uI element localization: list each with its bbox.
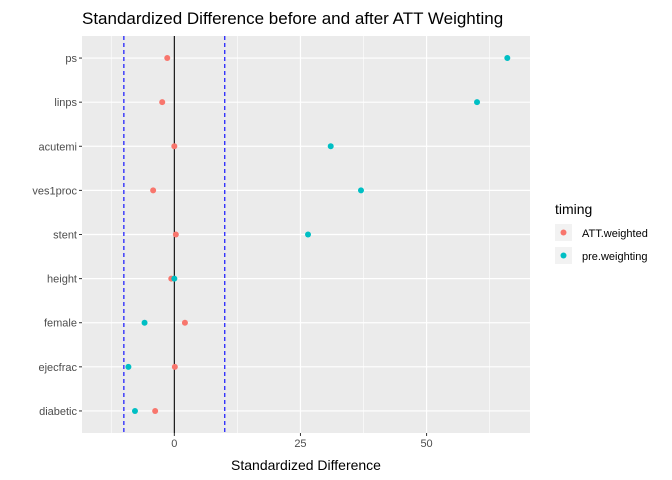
y-tick-label-ejecfrac: ejecfrac bbox=[38, 362, 77, 374]
y-tick-label-female: female bbox=[44, 318, 77, 330]
y-tick-label-diabetic: diabetic bbox=[39, 406, 77, 418]
point-ATT.weighted-diabetic bbox=[152, 407, 159, 414]
point-ATT.weighted-ejecfrac bbox=[171, 363, 178, 370]
y-tick-label-height: height bbox=[47, 274, 77, 286]
point-pre.weighting-height bbox=[171, 275, 178, 282]
y-tick-label-acutemi: acutemi bbox=[38, 141, 77, 153]
y-axis-ticks: ps linps acutemi ves1proc stent height female e… bbox=[32, 53, 82, 418]
point-pre.weighting-linps bbox=[474, 99, 481, 106]
point-pre.weighting-ves1proc bbox=[357, 187, 364, 194]
x-axis-ticks: 0 25 50 bbox=[171, 433, 433, 450]
point-pre.weighting-stent bbox=[305, 231, 312, 238]
legend-label-ATT.weighted: ATT.weighted bbox=[582, 228, 648, 240]
data-points bbox=[125, 55, 511, 414]
point-pre.weighting-acutemi bbox=[327, 143, 334, 150]
y-tick-label-ves1proc: ves1proc bbox=[32, 185, 77, 197]
legend-key-point-ATT.weighted bbox=[560, 229, 567, 236]
y-tick-label-stent: stent bbox=[53, 230, 77, 242]
legend: timing ATT.weighted pre.weighting bbox=[555, 201, 648, 264]
x-axis-title: Standardized Difference bbox=[231, 457, 381, 473]
x-tick-label: 0 bbox=[171, 438, 177, 450]
point-ATT.weighted-acutemi bbox=[171, 143, 178, 150]
point-ATT.weighted-ps bbox=[164, 55, 171, 62]
point-ATT.weighted-stent bbox=[172, 231, 179, 238]
point-pre.weighting-ps bbox=[504, 55, 511, 62]
x-tick-label: 50 bbox=[420, 438, 432, 450]
point-pre.weighting-diabetic bbox=[131, 407, 138, 414]
point-ATT.weighted-female bbox=[181, 319, 188, 326]
x-tick-label: 25 bbox=[294, 438, 306, 450]
legend-label-pre.weighting: pre.weighting bbox=[582, 251, 647, 263]
point-ATT.weighted-linps bbox=[159, 99, 166, 106]
legend-title: timing bbox=[555, 201, 592, 217]
point-ATT.weighted-ves1proc bbox=[150, 187, 157, 194]
chart-title: Standardized Difference before and after… bbox=[82, 9, 503, 28]
y-tick-label-linps: linps bbox=[54, 97, 77, 109]
point-pre.weighting-ejecfrac bbox=[125, 363, 132, 370]
y-tick-label-ps: ps bbox=[65, 53, 77, 65]
legend-key-point-pre.weighting bbox=[560, 252, 567, 259]
point-pre.weighting-female bbox=[141, 319, 148, 326]
